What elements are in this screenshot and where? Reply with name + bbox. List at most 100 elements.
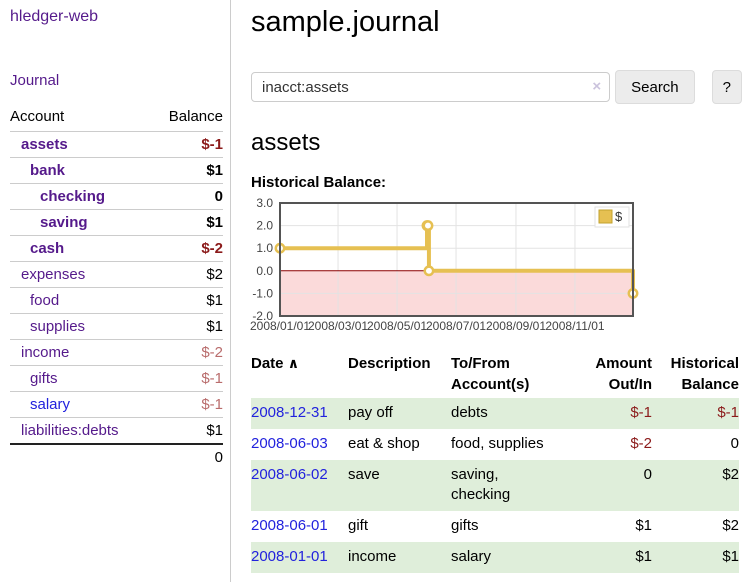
account-balance: $1 (206, 318, 223, 335)
accounts-total-value: 0 (214, 449, 223, 466)
account-link-assets[interactable]: assets (21, 136, 68, 153)
header-description: Description (348, 355, 431, 372)
transaction-amount: 0 (643, 466, 652, 483)
account-name-cell: food (10, 288, 152, 314)
account-link-income[interactable]: income (21, 344, 70, 361)
svg-text:2008/07/01: 2008/07/01 (426, 319, 486, 333)
account-balance: $-1 (201, 396, 223, 413)
transaction-date-cell: 2008-01-01 (251, 542, 348, 573)
account-name-cell: liabilities:debts (10, 418, 152, 445)
account-row: assets $-1 (10, 131, 223, 158)
transaction-accounts: debts (451, 404, 488, 421)
transaction-date-link[interactable]: 2008-12-31 (251, 404, 328, 421)
account-link-liabilities-debts[interactable]: liabilities:debts (21, 422, 119, 439)
account-name-cell: gifts (10, 366, 152, 392)
svg-text:0.0: 0.0 (256, 264, 273, 278)
account-row: checking 0 (10, 183, 223, 210)
svg-text:-1.0: -1.0 (252, 286, 273, 300)
svg-text:-2.0: -2.0 (252, 309, 273, 323)
account-link-saving[interactable]: saving (40, 214, 88, 231)
transactions-header-row: Date ∧ Description To/From Account(s) Am… (251, 350, 739, 398)
svg-text:2008/11/01: 2008/11/01 (545, 319, 604, 333)
search-input[interactable] (251, 72, 611, 102)
transaction-date-cell: 2008-06-01 (251, 511, 348, 542)
account-name-cell: salary (10, 392, 152, 418)
search-form: × Search ? (251, 70, 742, 104)
account-row: cash $-2 (10, 235, 223, 262)
account-name-cell: checking (10, 184, 152, 210)
account-balance: $-2 (201, 240, 223, 257)
transaction-accounts: saving, checking (451, 466, 511, 503)
transaction-date-link[interactable]: 2008-06-01 (251, 517, 328, 534)
transaction-description: save (348, 466, 380, 483)
search-button[interactable]: Search (615, 70, 695, 104)
transaction-date-cell: 2008-06-03 (251, 429, 348, 460)
transaction-description: eat & shop (348, 435, 420, 452)
app-brand: hledger-web (10, 8, 230, 26)
accounts-total-row: 0 (10, 444, 223, 470)
transaction-balance: $2 (722, 466, 739, 483)
historical-balance-chart: 3.0 2.0 1.0 0.0 -1.0 -2.02008/01/012008/03/01… (250, 198, 639, 333)
account-balance: $1 (206, 292, 223, 309)
hledger-web-link[interactable]: hledger-web (10, 8, 99, 25)
legend-label: $ (615, 209, 623, 224)
transaction-date-link[interactable]: 2008-01-01 (251, 548, 328, 565)
transaction-description: pay off (348, 404, 393, 421)
svg-text:2008/01/01: 2008/01/01 (250, 319, 310, 333)
svg-text:1.0: 1.0 (256, 241, 273, 255)
account-name-cell: supplies (10, 314, 152, 340)
account-row: gifts $-1 (10, 365, 223, 392)
transaction-row: 2008-01-01 income salary $1 $1 (251, 542, 739, 573)
transaction-balance: $1 (722, 548, 739, 565)
account-name-cell: cash (10, 236, 152, 262)
account-row: food $1 (10, 287, 223, 314)
transaction-description: income (348, 548, 397, 565)
account-heading: assets (251, 129, 321, 156)
clear-search-icon[interactable]: × (592, 78, 602, 95)
account-link-bank[interactable]: bank (30, 162, 66, 179)
help-button[interactable]: ? (711, 70, 742, 104)
journal-link[interactable]: Journal (10, 72, 60, 89)
account-row: saving $1 (10, 209, 223, 236)
transaction-date-link[interactable]: 2008-06-03 (251, 435, 328, 452)
account-balance: $1 (206, 214, 223, 231)
main-content: sample.journal × Search ? assets Histori… (231, 0, 742, 573)
account-link-salary[interactable]: salary (30, 396, 71, 413)
sort-ascending-icon: ∧ (287, 355, 300, 371)
account-name-cell: bank (10, 158, 152, 184)
page-title: sample.journal (251, 6, 440, 38)
account-name-cell: expenses (10, 262, 152, 288)
account-name-cell: income (10, 340, 152, 366)
account-link-cash[interactable]: cash (30, 240, 65, 257)
sidebar-nav: Journal (10, 72, 230, 90)
account-balance: $1 (206, 162, 223, 179)
transaction-balance: $2 (722, 517, 739, 534)
svg-text:2008/05/01: 2008/05/01 (367, 319, 427, 333)
transaction-amount: $1 (635, 517, 652, 534)
transaction-amount: $-1 (630, 404, 652, 421)
transaction-description: gift (348, 517, 369, 534)
account-row: liabilities:debts $1 (10, 417, 223, 445)
svg-text:2.0: 2.0 (256, 219, 273, 233)
account-row: salary $-1 (10, 391, 223, 418)
account-link-expenses[interactable]: expenses (21, 266, 86, 283)
account-balance: $2 (206, 266, 223, 283)
transaction-amount: $-2 (630, 435, 652, 452)
header-tofrom: To/From Account(s) (451, 355, 530, 393)
account-link-food[interactable]: food (30, 292, 60, 309)
transaction-balance: $-1 (717, 404, 739, 421)
accounts-total-spacer (10, 444, 152, 470)
account-link-gifts[interactable]: gifts (30, 370, 58, 387)
account-balance: $-1 (201, 136, 223, 153)
account-name-cell: saving (10, 210, 152, 236)
account-name-cell: assets (10, 132, 152, 158)
header-date[interactable]: Date ∧ (251, 355, 300, 372)
transaction-date-link[interactable]: 2008-06-02 (251, 466, 328, 483)
account-link-checking[interactable]: checking (40, 188, 106, 205)
transaction-date-cell: 2008-06-02 (251, 460, 348, 511)
transaction-row: 2008-06-01 gift gifts $1 $2 (251, 511, 739, 542)
chart-title: Historical Balance: (251, 174, 387, 191)
accounts-header-row: Account Balance (10, 105, 223, 132)
header-balance: Historical Balance (670, 355, 739, 393)
account-link-supplies[interactable]: supplies (30, 318, 86, 335)
